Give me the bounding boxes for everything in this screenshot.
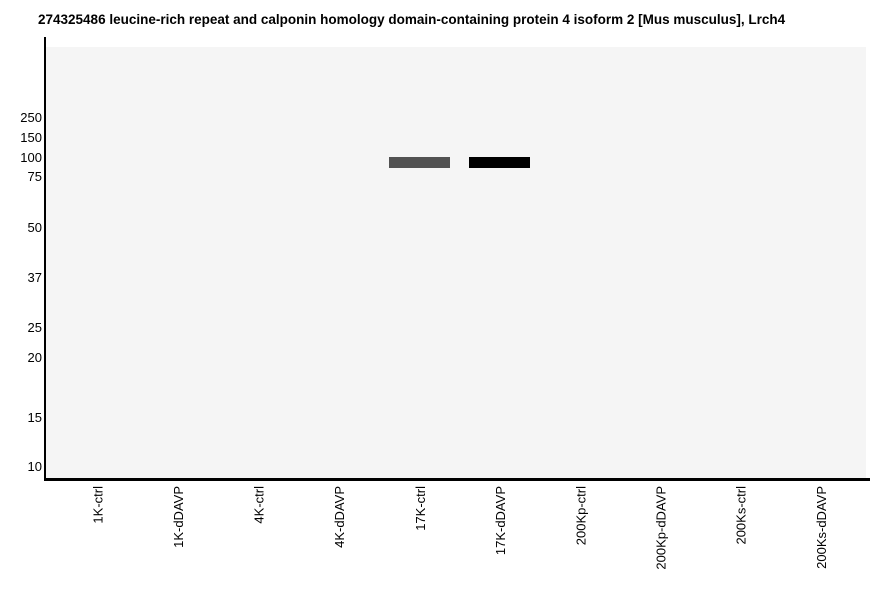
y-tick-label: 15 — [27, 409, 42, 425]
x-lane-label-text: 4K-dDAVP — [332, 486, 348, 548]
figure-title: 274325486 leucine-rich repeat and calpon… — [38, 12, 786, 27]
protein-band — [388, 157, 450, 168]
x-lane-label-text: 1K-dDAVP — [171, 486, 187, 548]
y-tick-label: 37 — [27, 269, 42, 285]
y-tick-label: 150 — [20, 129, 42, 145]
y-tick-label: 100 — [20, 149, 42, 165]
protein-band — [469, 157, 531, 168]
plot-area — [46, 47, 866, 478]
y-tick-label: 25 — [27, 319, 42, 335]
x-lane-label-text: 1K-ctrl — [91, 486, 106, 524]
x-lane-label-text: 17K-ctrl — [412, 486, 428, 531]
y-tick-label: 75 — [27, 168, 42, 184]
x-lane-label-text: 200Kp-ctrl — [573, 486, 589, 546]
x-lane-label-text: 200Kp-dDAVP — [653, 486, 669, 570]
y-axis-line — [44, 37, 46, 481]
y-tick-label: 10 — [27, 458, 42, 474]
x-lane-label-text: 4K-ctrl — [251, 486, 267, 524]
y-tick-label: 250 — [20, 109, 42, 125]
x-lane-label-text: 200Ks-dDAVP — [814, 486, 830, 569]
x-lane-label-text: 200Ks-ctrl — [733, 486, 749, 545]
y-tick-label: 50 — [27, 219, 42, 235]
x-axis-line — [44, 478, 870, 481]
x-lane-label-text: 17K-dDAVP — [492, 486, 508, 556]
y-tick-label: 20 — [27, 349, 42, 365]
